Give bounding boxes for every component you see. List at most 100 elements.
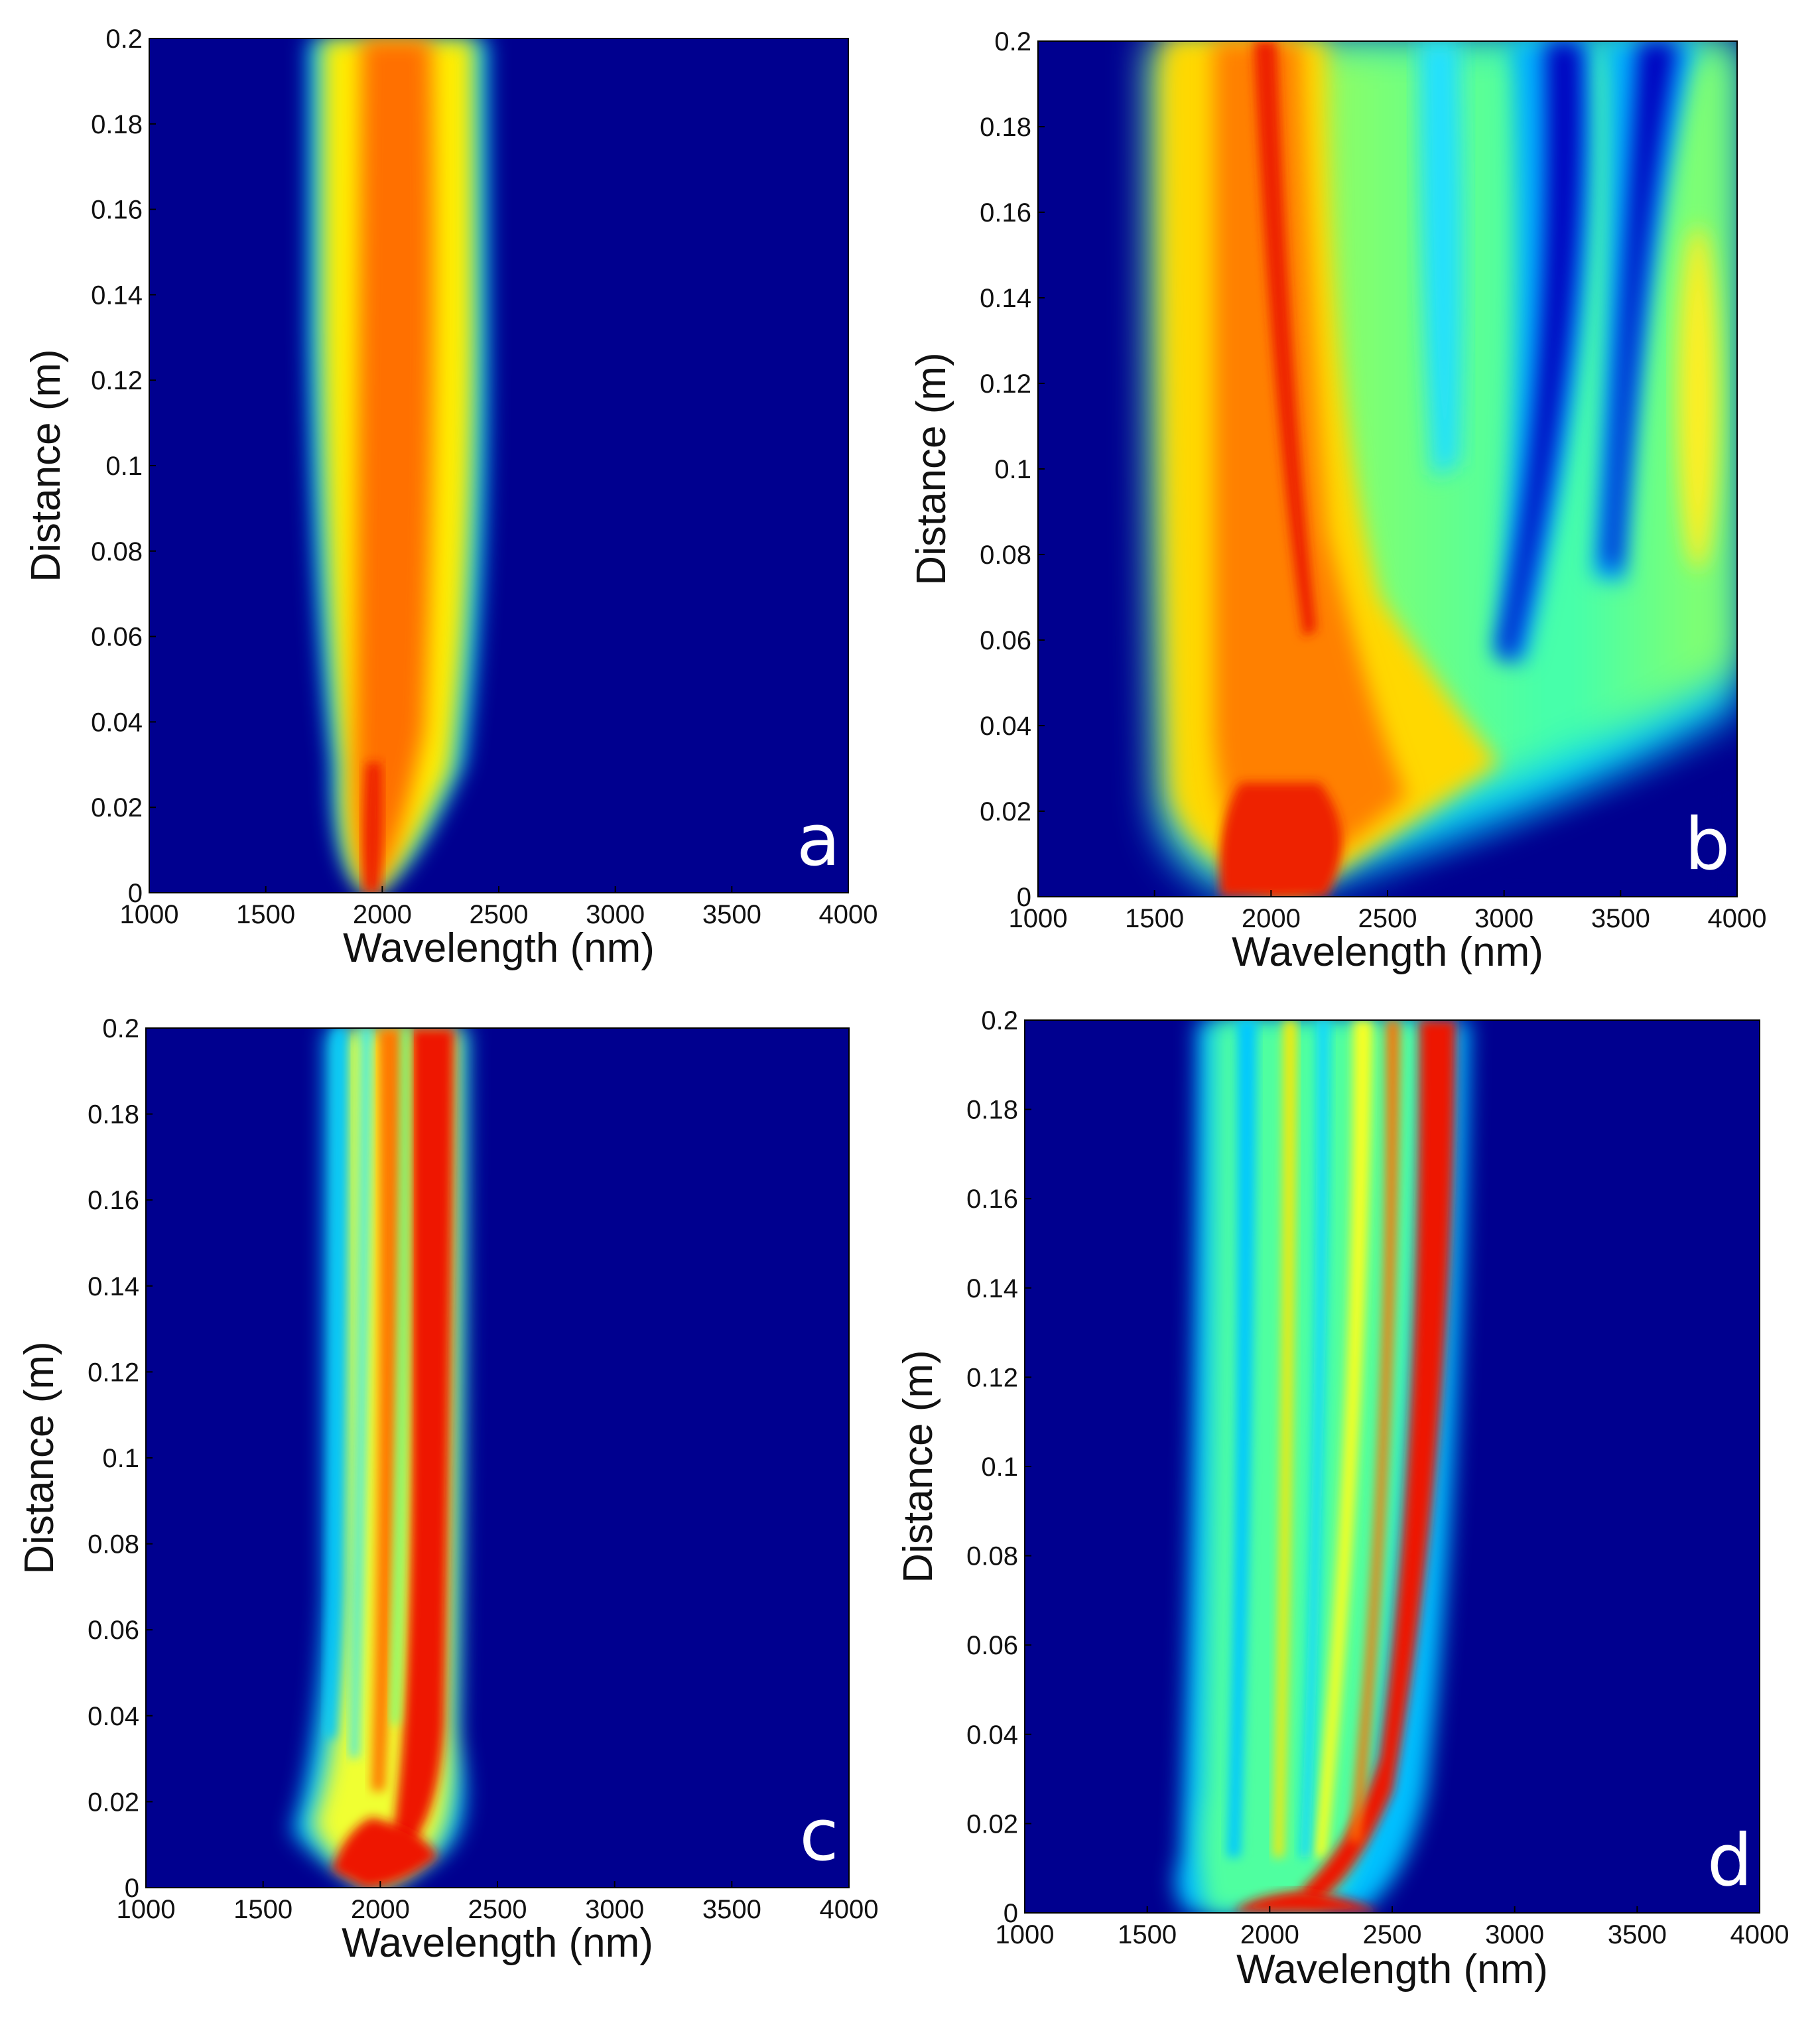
panel-b-x-tick-label: 2000 <box>1242 904 1301 933</box>
panel-b-yellow-lobe <box>1678 226 1718 570</box>
panel-a-x-axis-label: Wavelength (nm) <box>343 925 655 971</box>
panel-c-red-root <box>332 1817 438 1888</box>
panel-b-x-tick-label: 2500 <box>1358 904 1417 933</box>
panel-d-x-tick-label: 2500 <box>1363 1920 1422 1949</box>
panel-d-cyan-stripe-1 <box>1227 1020 1257 1857</box>
panel-d-y-tick-label: 0.02 <box>966 1809 1018 1839</box>
panel-c-y-tick-label: 0.14 <box>88 1272 139 1301</box>
panel-d-cyan-stripe-2 <box>1300 1020 1330 1857</box>
panel-b-dark-channel-1 <box>1499 41 1583 663</box>
panel-c-x-tick-label: 3000 <box>585 1895 644 1924</box>
panel-b-y-tick-label: 0.04 <box>980 712 1031 741</box>
panel-c-y-tick-label: 0.02 <box>88 1788 139 1817</box>
panel-a-letter: a <box>797 799 840 882</box>
panel-b-axes: 1000 1500 2000 2500 3000 3500 4000 0 0.02 0.04 0.0… <box>909 27 1766 975</box>
panel-c-cyan-streak-2 <box>350 1028 371 1758</box>
panel-a <box>149 38 849 893</box>
panel-a-hot-core <box>363 763 382 893</box>
panel-b-spectrum <box>1151 41 1737 897</box>
panel-b-y-tick-label: 0.2 <box>994 27 1031 56</box>
panel-c-x-tick-label: 4000 <box>820 1895 879 1924</box>
panel-b-y-tick-label: 0.16 <box>980 198 1031 228</box>
panel-b-x-tick-label: 1000 <box>1009 904 1068 933</box>
panel-c-y-tick-label: 0.16 <box>88 1186 139 1215</box>
panel-d-y-tick-label: 0.2 <box>981 1006 1018 1035</box>
panel-b-cyan-channel-1 <box>1419 41 1462 478</box>
panel-d-yellow-stripe-2 <box>1313 1020 1373 1857</box>
panel-b-red-root <box>1219 783 1342 897</box>
panel-c-spectrum <box>292 1028 468 1888</box>
panel-d-yellow-stripe-1 <box>1273 1020 1297 1857</box>
panel-c-orange-band <box>371 1028 405 1791</box>
panel-c-x-tick-label: 1500 <box>233 1895 292 1924</box>
panel-c-axes: 1000 1500 2000 2500 3000 3500 4000 0 0.02 0.04 0.0… <box>17 1014 878 1966</box>
panel-c-x-tick-label: 1000 <box>117 1895 176 1924</box>
panel-b-orange-core <box>1214 41 1406 897</box>
panel-c-y-tick-label: 0.1 <box>102 1444 139 1473</box>
panel-c-y-tick-label: 0.18 <box>88 1100 139 1130</box>
panel-d-y-tick-label: 0.04 <box>966 1721 1018 1750</box>
panel-a-y-tick-label: 0.04 <box>91 708 143 737</box>
panel-b-x-tick-label: 3000 <box>1474 904 1533 933</box>
panel-d-letter: d <box>1707 1819 1753 1902</box>
panel-a-y-axis-label: Distance (m) <box>23 349 69 582</box>
panel-d <box>1024 1019 1760 1914</box>
panel-b-bottom-dark <box>1393 763 1737 897</box>
panel-c-y-tick-label: 0.12 <box>88 1358 139 1387</box>
panel-c-x-axis-label: Wavelength (nm) <box>342 1920 653 1966</box>
panel-b-y-tick-label: 0 <box>1017 883 1031 912</box>
panel-d-x-axis-label: Wavelength (nm) <box>1236 1947 1548 1992</box>
panel-a-x-tick-label: 3000 <box>586 900 645 929</box>
panel-a-x-tick-label: 4000 <box>819 900 878 929</box>
panel-d-y-tick-label: 0.06 <box>966 1631 1018 1660</box>
panel-b-letter: b <box>1685 803 1730 886</box>
panel-a-y-tick-label: 0.08 <box>91 537 143 566</box>
panel-d-x-tick-label: 1500 <box>1118 1920 1177 1949</box>
panel-c-x-tick-label: 2000 <box>351 1895 410 1924</box>
panel-a-spectrum <box>308 38 487 893</box>
panel-a-y-tick-label: 0.12 <box>91 366 143 395</box>
panel-b-y-axis-label: Distance (m) <box>909 352 954 585</box>
panel-c-green-streak <box>391 1028 410 1725</box>
panel-d-y-tick-label: 0.14 <box>966 1274 1018 1303</box>
panel-a-y-tick-label: 0.18 <box>91 110 143 139</box>
panel-a-x-tick-label: 1500 <box>236 900 295 929</box>
panel-c-x-tick-label: 3500 <box>702 1895 761 1924</box>
panel-c-plot-background <box>146 1028 849 1888</box>
panel-b-y-tick-label: 0.14 <box>980 284 1031 313</box>
panel-b-y-tick-label: 0.06 <box>980 626 1031 655</box>
panel-a-x-tick-label: 2500 <box>470 900 529 929</box>
panel-b-red-streak <box>1254 41 1317 637</box>
panel-d-y-tick-label: 0.12 <box>966 1363 1018 1392</box>
panel-d-y-axis-label: Distance (m) <box>895 1350 941 1583</box>
panel-d-y-tick-label: 0.08 <box>966 1542 1018 1571</box>
panel-b-x-tick-label: 3500 <box>1591 904 1650 933</box>
panel-a-y-tick-label: 0.14 <box>91 281 143 310</box>
panel-a-y-tick-label: 0 <box>128 879 143 908</box>
panel-a-core <box>354 38 434 893</box>
panel-c-cyan-streak-1 <box>325 1028 346 1738</box>
panel-d-x-tick-label: 3000 <box>1485 1920 1544 1949</box>
panel-b-y-tick-label: 0.1 <box>994 455 1031 484</box>
panel-b-y-tick-label: 0.08 <box>980 541 1031 570</box>
panel-a-x-tick-label: 1000 <box>120 900 179 929</box>
panel-a-y-tick-label: 0.06 <box>91 623 143 652</box>
panel-c-y-tick-label: 0.04 <box>88 1702 139 1731</box>
panel-d-orange-stripe <box>1350 1020 1399 1844</box>
panel-c-letter: c <box>799 1794 838 1877</box>
axes-layer: 1000 1500 2000 2500 3000 3500 4000 0 0.02 0.04 0.0… <box>17 25 1789 1992</box>
panel-d-y-tick-label: 0.16 <box>966 1185 1018 1214</box>
panel-d-red-band <box>1300 1020 1456 1904</box>
panel-b <box>1037 40 1738 897</box>
panel-d-x-tick-label: 4000 <box>1730 1920 1789 1949</box>
panel-c-y-tick-label: 0.06 <box>88 1616 139 1645</box>
panel-b-x-tick-label: 1500 <box>1125 904 1184 933</box>
panel-d-x-tick-label: 3500 <box>1608 1920 1667 1949</box>
panel-d-x-tick-label: 2000 <box>1240 1920 1299 1949</box>
panel-b-y-tick-label: 0.18 <box>980 113 1031 142</box>
panel-b-x-axis-label: Wavelength (nm) <box>1232 929 1543 975</box>
panel-a-y-tick-label: 0.02 <box>91 793 143 822</box>
panel-c-y-tick-label: 0 <box>125 1874 139 1903</box>
panel-d-x-tick-label: 1000 <box>996 1920 1055 1949</box>
panel-a-plot-background <box>149 38 848 893</box>
